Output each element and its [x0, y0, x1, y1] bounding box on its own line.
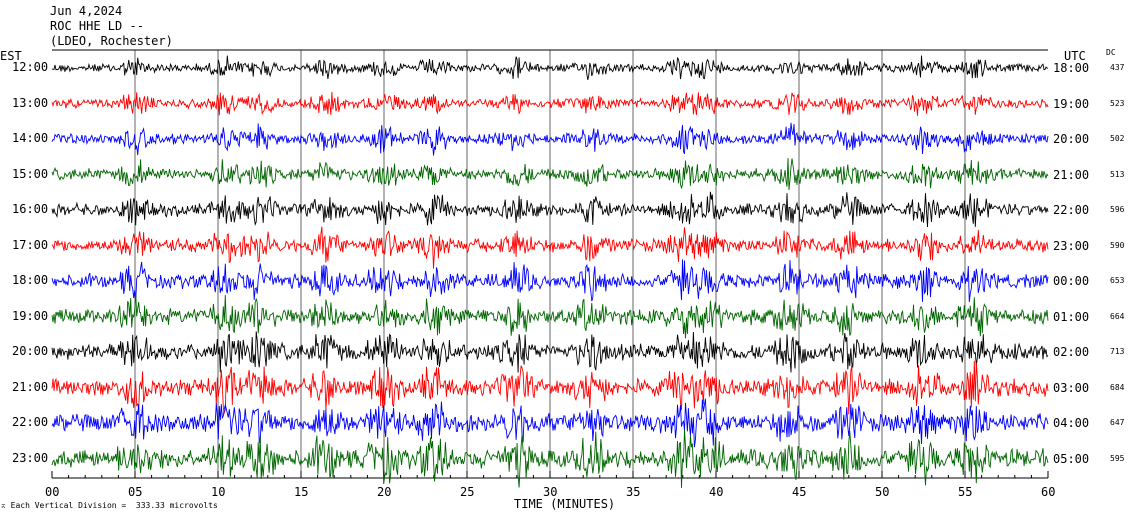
dc-column-label: DC	[1106, 48, 1116, 57]
row-label-est: 18:00	[12, 273, 49, 287]
row-label-utc: 22:00	[1053, 203, 1090, 217]
x-tick-label: 05	[128, 485, 143, 499]
row-dc-value: 713	[1110, 347, 1125, 356]
row-dc-value: 502	[1110, 134, 1125, 143]
x-tick-label: 25	[460, 485, 475, 499]
right-timezone-label: UTC	[1064, 49, 1086, 63]
station-location: (LDEO, Rochester)	[50, 34, 173, 48]
x-tick-label: 35	[626, 485, 641, 499]
trace-line	[51, 55, 1049, 80]
row-label-utc: 20:00	[1053, 132, 1090, 146]
trace-line	[51, 191, 1049, 228]
row-label-utc: 18:00	[1053, 61, 1090, 75]
trace-line	[51, 331, 1049, 373]
trace-line	[51, 398, 1049, 448]
x-tick-label: 15	[294, 485, 309, 499]
row-label-est: 17:00	[12, 237, 49, 252]
row-dc-value: 595	[1110, 453, 1125, 463]
row-label-est: 12:00	[12, 60, 49, 74]
trace-line	[51, 259, 1049, 303]
trace-line	[51, 122, 1049, 156]
row-label-utc: 23:00	[1053, 238, 1090, 253]
x-tick-label: 00	[45, 485, 60, 499]
station-code: ROC HHE LD --	[50, 19, 144, 33]
trace-line	[51, 226, 1049, 269]
row-dc-value: 437	[1110, 63, 1125, 72]
row-label-est: 19:00	[12, 308, 49, 323]
row-dc-value: 647	[1110, 418, 1125, 427]
x-tick-label: 60	[1041, 485, 1056, 499]
scale-note-text: Each Vertical Division = 333.33 microvol…	[10, 501, 218, 510]
row-label-est: 14:00	[12, 131, 49, 145]
scale-note: ⌅ Each Vertical Division = 333.33 microv…	[1, 501, 218, 510]
row-label-utc: 05:00	[1053, 451, 1090, 466]
row-label-utc: 21:00	[1053, 167, 1090, 182]
row-label-est: 13:00	[12, 95, 49, 110]
row-dc-value: 596	[1110, 205, 1125, 214]
trace-line	[51, 91, 1049, 116]
trace-line	[51, 429, 1049, 488]
x-tick-label: 10	[211, 485, 226, 499]
trace-line	[51, 292, 1049, 339]
x-tick-label: 30	[543, 485, 558, 499]
x-tick-label: 55	[958, 485, 973, 499]
row-label-est: 15:00	[12, 166, 49, 181]
row-label-est: 16:00	[12, 202, 49, 216]
row-dc-value: 513	[1110, 169, 1125, 179]
trace-line	[51, 360, 1049, 415]
x-tick-label: 20	[377, 485, 392, 499]
row-label-utc: 00:00	[1053, 274, 1090, 288]
row-label-est: 22:00	[12, 415, 49, 429]
row-label-est: 23:00	[12, 450, 49, 465]
row-dc-value: 684	[1110, 382, 1125, 392]
row-label-est: 21:00	[12, 379, 49, 394]
row-label-utc: 19:00	[1053, 96, 1090, 111]
row-label-utc: 02:00	[1053, 345, 1090, 359]
row-label-utc: 04:00	[1053, 416, 1090, 430]
row-dc-value: 523	[1110, 98, 1125, 108]
station-date: Jun 4,2024	[50, 4, 123, 18]
x-tick-label: 45	[792, 485, 807, 499]
x-tick-label: 40	[709, 485, 724, 499]
trace-line	[51, 158, 1049, 191]
row-dc-value: 590	[1110, 240, 1125, 250]
row-dc-value: 653	[1110, 276, 1125, 285]
x-tick-label: 50	[875, 485, 890, 499]
row-label-utc: 03:00	[1053, 380, 1090, 395]
x-axis-title: TIME (MINUTES)	[514, 497, 616, 511]
scale-icon: ⌅	[1, 501, 6, 510]
left-timezone-label: EST	[0, 49, 22, 63]
row-label-est: 20:00	[12, 344, 49, 358]
row-dc-value: 664	[1110, 311, 1125, 321]
row-label-utc: 01:00	[1053, 309, 1090, 324]
